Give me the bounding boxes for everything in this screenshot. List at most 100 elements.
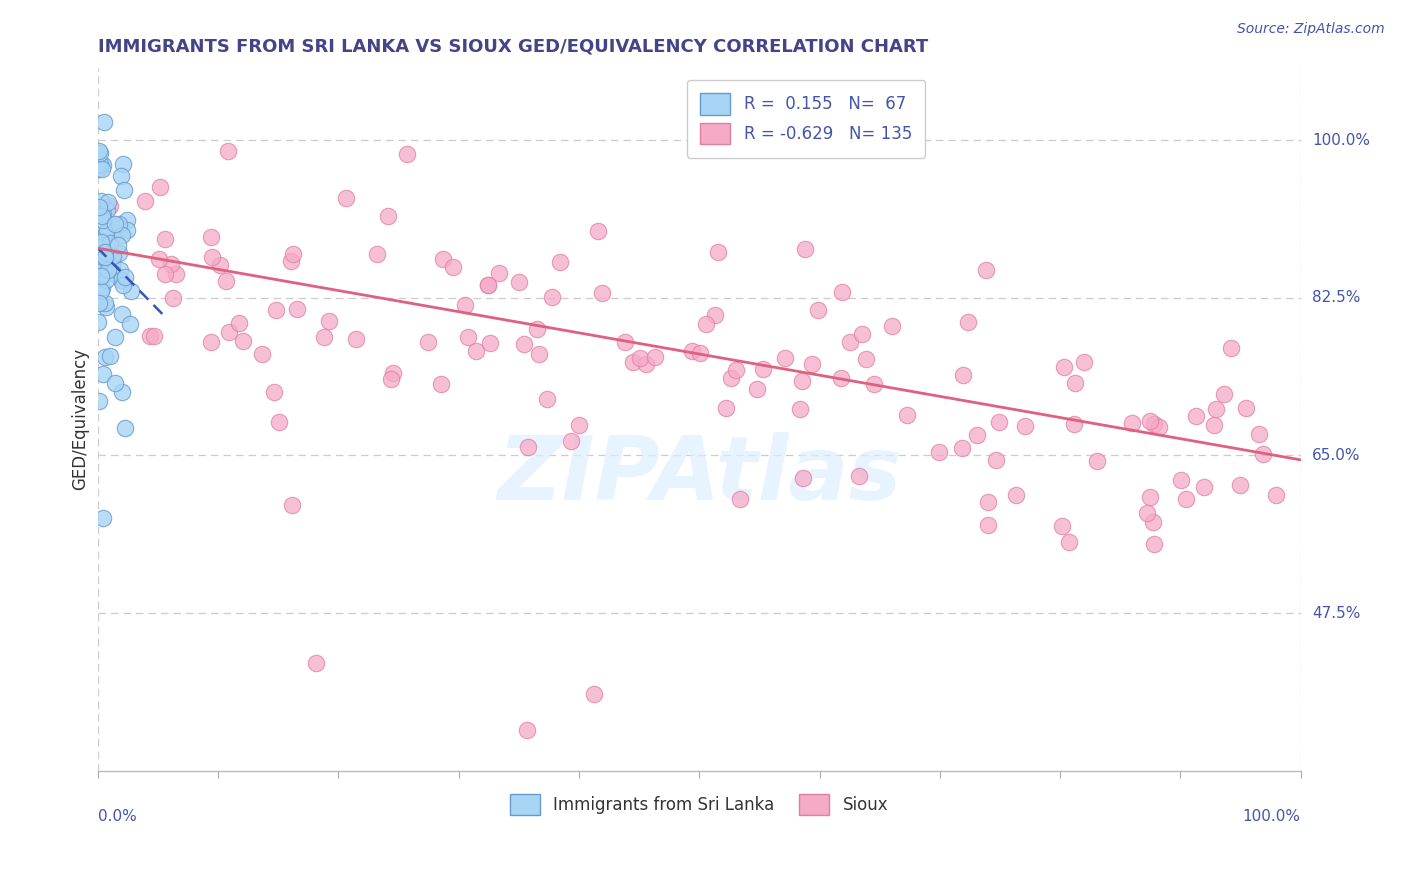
Point xyxy=(839,334,862,349)
Point xyxy=(117,223,139,237)
Point xyxy=(250,347,273,361)
Point xyxy=(1064,376,1087,390)
Point xyxy=(94,244,117,259)
Point xyxy=(1249,427,1271,442)
Point xyxy=(91,162,114,177)
Point xyxy=(526,322,548,336)
Point xyxy=(91,368,114,382)
Point xyxy=(724,362,747,376)
Point xyxy=(380,372,402,386)
Point xyxy=(101,258,124,272)
Point xyxy=(1139,490,1161,504)
Point xyxy=(149,180,172,194)
Point xyxy=(1063,417,1085,431)
Point xyxy=(318,314,340,328)
Point xyxy=(200,230,222,244)
Point xyxy=(87,201,110,215)
Point xyxy=(110,169,132,183)
Point xyxy=(1205,402,1227,417)
Point xyxy=(93,115,115,129)
Point xyxy=(1143,417,1166,432)
Point xyxy=(96,223,118,237)
Point xyxy=(97,194,120,209)
Point xyxy=(104,376,127,391)
Point xyxy=(1135,506,1157,520)
Point xyxy=(560,434,582,449)
Point xyxy=(1142,515,1164,529)
Point xyxy=(90,235,112,250)
Point xyxy=(1143,537,1166,551)
Point xyxy=(281,247,304,261)
Point xyxy=(101,249,124,263)
Point xyxy=(882,319,904,334)
Point xyxy=(111,157,134,171)
Point xyxy=(681,343,703,358)
Point xyxy=(516,723,538,738)
Point xyxy=(159,256,181,270)
Point xyxy=(162,291,184,305)
Point xyxy=(1121,416,1143,430)
Point xyxy=(87,315,110,329)
Text: 82.5%: 82.5% xyxy=(1312,290,1360,305)
Point xyxy=(280,254,302,268)
Point xyxy=(91,511,114,525)
Point xyxy=(1085,454,1108,468)
Point xyxy=(591,285,613,300)
Point xyxy=(97,262,120,277)
Point xyxy=(966,427,988,442)
Point xyxy=(464,344,486,359)
Point xyxy=(1139,414,1161,428)
Point xyxy=(98,236,121,251)
Point xyxy=(263,385,285,400)
Point xyxy=(108,262,131,277)
Point xyxy=(134,194,156,208)
Point xyxy=(305,656,328,670)
Point xyxy=(107,237,129,252)
Point xyxy=(148,252,170,267)
Point xyxy=(94,273,117,287)
Point xyxy=(366,247,388,261)
Point xyxy=(344,332,367,346)
Point xyxy=(1213,386,1236,401)
Point xyxy=(896,408,918,422)
Point xyxy=(118,317,141,331)
Point xyxy=(104,217,127,231)
Point xyxy=(855,351,877,366)
Point xyxy=(1174,492,1197,507)
Point xyxy=(94,300,117,314)
Point xyxy=(90,194,112,208)
Point xyxy=(1184,409,1206,423)
Point xyxy=(851,326,873,341)
Point xyxy=(794,242,817,256)
Point xyxy=(952,368,974,383)
Point xyxy=(267,415,290,429)
Point xyxy=(1147,420,1170,434)
Point xyxy=(1053,360,1076,375)
Point xyxy=(527,347,550,361)
Point xyxy=(94,296,117,310)
Point xyxy=(94,350,117,364)
Point xyxy=(90,268,112,283)
Point xyxy=(96,227,118,241)
Point xyxy=(120,284,142,298)
Point xyxy=(695,317,717,331)
Point xyxy=(714,401,737,415)
Point xyxy=(550,255,572,269)
Point xyxy=(773,351,796,365)
Point xyxy=(264,302,287,317)
Point xyxy=(115,212,138,227)
Point xyxy=(217,145,239,159)
Point xyxy=(114,421,136,435)
Point xyxy=(541,290,564,304)
Point xyxy=(831,285,853,299)
Text: 100.0%: 100.0% xyxy=(1312,133,1369,147)
Point xyxy=(89,295,111,310)
Point xyxy=(209,258,232,272)
Point xyxy=(457,330,479,344)
Point xyxy=(862,376,884,391)
Point xyxy=(441,260,464,275)
Point xyxy=(285,301,308,316)
Point xyxy=(703,308,725,322)
Text: 65.0%: 65.0% xyxy=(1312,448,1361,463)
Point xyxy=(621,355,644,369)
